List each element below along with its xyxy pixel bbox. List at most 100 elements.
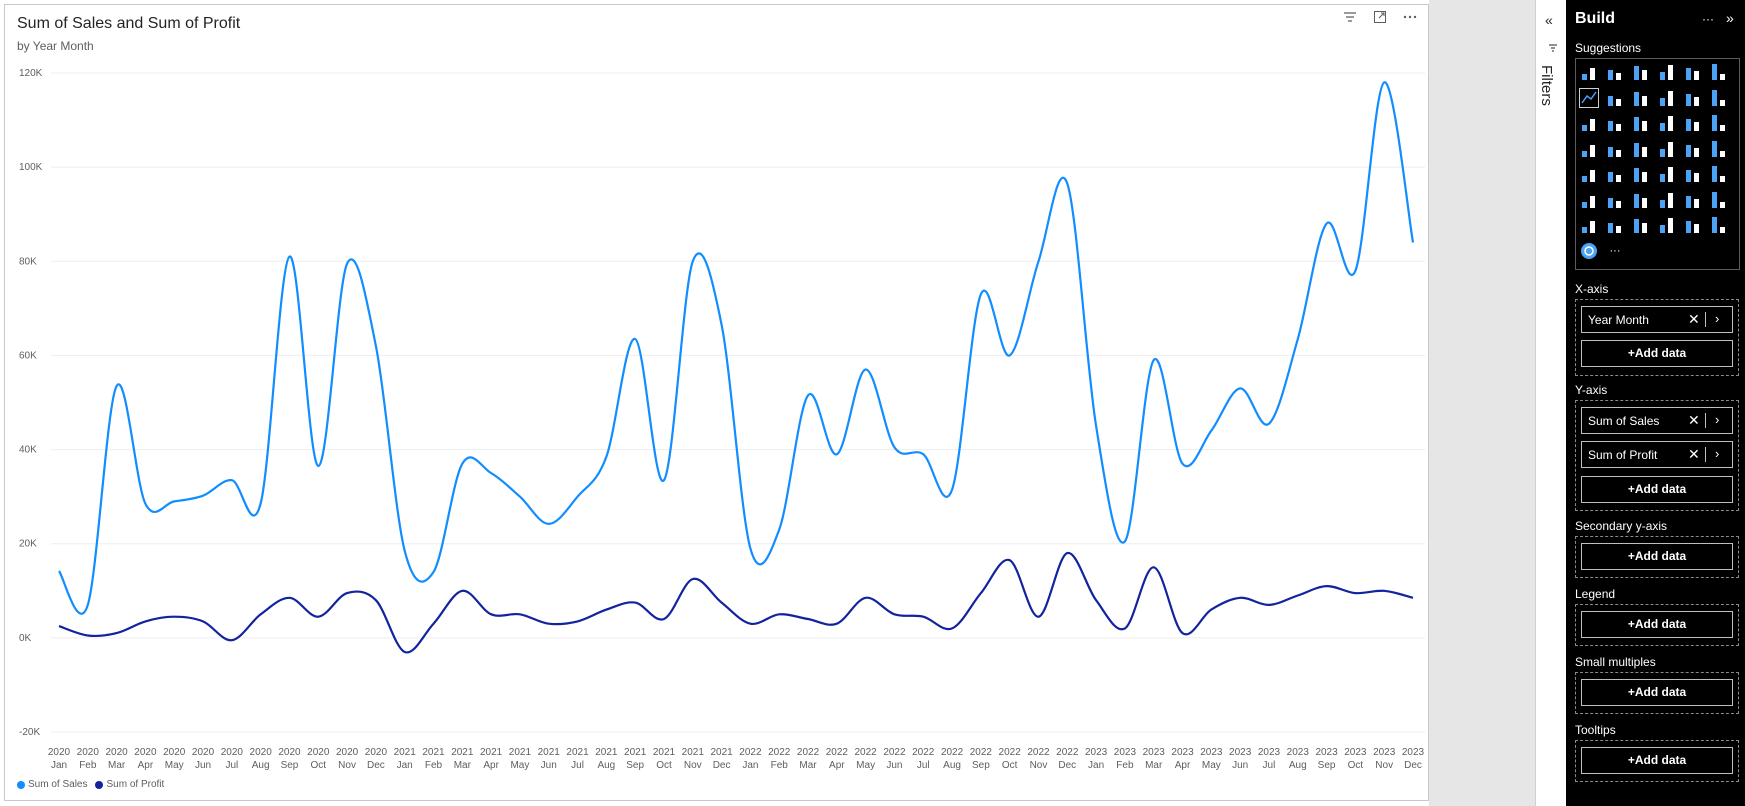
chevron-right-icon[interactable]: › — [1715, 311, 1720, 326]
line-stacked-column-icon[interactable] — [1683, 88, 1703, 108]
line-clustered-column-icon[interactable] — [1709, 88, 1729, 108]
x-tick-year: 2020 — [365, 747, 388, 758]
add-data-button-legend[interactable]: +Add data — [1581, 611, 1733, 638]
map-icon[interactable] — [1605, 139, 1625, 159]
remove-field-icon[interactable]: ✕ — [1688, 412, 1700, 428]
collapse-filters-icon[interactable]: « — [1545, 12, 1553, 28]
qa-icon[interactable] — [1605, 190, 1625, 210]
clustered-bar-icon[interactable] — [1631, 62, 1651, 82]
flow-icon[interactable] — [1709, 215, 1729, 235]
x-tick-year: 2021 — [682, 747, 705, 758]
slicer-icon[interactable] — [1579, 164, 1599, 184]
x-tick-month: Jun — [1232, 760, 1248, 771]
stacked-column-icon[interactable] — [1605, 62, 1625, 82]
area-chart-icon[interactable] — [1605, 88, 1625, 108]
stacked-area-icon[interactable] — [1631, 88, 1651, 108]
stacked-bar-icon[interactable] — [1579, 62, 1599, 82]
x-tick-year: 2021 — [710, 747, 733, 758]
remove-field-icon[interactable]: ✕ — [1688, 446, 1700, 462]
shape-map-icon[interactable] — [1631, 215, 1651, 235]
field-pill-sum-of-profit[interactable]: Sum of Profit ✕ › — [1581, 441, 1733, 468]
treemap-icon[interactable] — [1579, 139, 1599, 159]
x-tick-month: Apr — [483, 760, 499, 771]
x-tick-month: May — [1202, 760, 1221, 771]
x-tick-month: Aug — [597, 760, 615, 771]
add-data-button-y-axis[interactable]: +Add data — [1581, 476, 1733, 503]
build-pane: Build ··· » Suggestions ··· X-axis Year … — [1566, 0, 1745, 806]
x-tick-year: 2021 — [422, 747, 445, 758]
suggestions-label: Suggestions — [1575, 41, 1642, 55]
x-tick-month: Jul — [571, 760, 584, 771]
scatter-icon[interactable] — [1657, 113, 1677, 133]
add-data-button-tooltips[interactable]: +Add data — [1581, 747, 1733, 774]
remove-field-icon[interactable]: ✕ — [1688, 311, 1700, 327]
x-tick-year: 2020 — [192, 747, 215, 758]
waterfall-icon[interactable] — [1605, 113, 1625, 133]
more-options-icon[interactable] — [1402, 9, 1418, 25]
x-tick-year: 2023 — [1287, 747, 1310, 758]
narrative-icon[interactable] — [1631, 190, 1651, 210]
decomposition-tree-icon[interactable] — [1579, 190, 1599, 210]
100-stacked-bar-icon[interactable] — [1683, 62, 1703, 82]
line-chart-icon[interactable] — [1579, 87, 1599, 108]
build-more-icon[interactable]: ··· — [1702, 12, 1714, 26]
gauge-icon[interactable] — [1657, 139, 1677, 159]
power-automate-icon[interactable] — [1579, 215, 1599, 235]
y-tick-label: 60K — [19, 350, 37, 361]
ribbon-chart-icon[interactable] — [1579, 113, 1599, 133]
key-influencers-icon[interactable] — [1709, 164, 1729, 184]
x-tick-year: 2020 — [77, 747, 100, 758]
add-data-button-x-axis[interactable]: +Add data — [1581, 340, 1733, 367]
filters-pane-collapsed[interactable]: « Filters — [1535, 0, 1567, 806]
field-label: Sum of Sales — [1588, 414, 1660, 428]
arcgis-icon[interactable] — [1657, 215, 1677, 235]
build-title: Build — [1575, 10, 1615, 27]
x-tick-month: Jun — [541, 760, 557, 771]
field-label: Year Month — [1588, 313, 1649, 327]
clustered-column-icon[interactable] — [1657, 62, 1677, 82]
canvas-background — [1429, 0, 1535, 806]
x-tick-year: 2023 — [1085, 747, 1108, 758]
x-tick-year: 2022 — [1056, 747, 1079, 758]
x-tick-month: Feb — [425, 760, 443, 771]
pie-chart-icon[interactable] — [1683, 113, 1703, 133]
azure-map-icon[interactable] — [1605, 215, 1625, 235]
legend-item-profit[interactable]: Sum of Profit — [95, 779, 164, 790]
100-stacked-area-icon[interactable] — [1657, 88, 1677, 108]
powerapps-alt-icon[interactable] — [1683, 215, 1703, 235]
chevron-right-icon[interactable]: › — [1715, 446, 1720, 461]
r-script-icon[interactable] — [1657, 164, 1677, 184]
table-icon[interactable] — [1605, 164, 1625, 184]
x-tick-month: Jan — [1088, 760, 1104, 771]
expand-pane-icon[interactable]: » — [1726, 10, 1734, 26]
field-pill-year-month[interactable]: Year Month ✕ › — [1581, 306, 1733, 333]
focus-mode-icon[interactable] — [1372, 9, 1388, 25]
chevron-right-icon[interactable]: › — [1715, 412, 1720, 427]
card-icon[interactable] — [1683, 139, 1703, 159]
add-data-button-small-multiples[interactable]: +Add data — [1581, 679, 1733, 706]
100-stacked-column-icon[interactable] — [1709, 62, 1729, 82]
more-visuals-icon[interactable]: ··· — [1609, 244, 1621, 257]
legend-well: +Add data — [1575, 604, 1739, 646]
x-tick-year: 2021 — [595, 747, 618, 758]
qna-bubble-icon[interactable] — [1579, 241, 1599, 261]
field-pill-sum-of-sales[interactable]: Sum of Sales ✕ › — [1581, 407, 1733, 434]
python-icon[interactable] — [1683, 164, 1703, 184]
filters-label[interactable]: Filters — [1538, 65, 1555, 106]
donut-chart-icon[interactable] — [1709, 113, 1729, 133]
x-tick-month: Oct — [1348, 760, 1364, 771]
paginated-report-icon[interactable] — [1657, 190, 1677, 210]
matrix-icon[interactable] — [1631, 164, 1651, 184]
power-apps-icon[interactable] — [1709, 190, 1729, 210]
metrics-icon[interactable] — [1683, 190, 1703, 210]
add-data-button-secondary-y[interactable]: +Add data — [1581, 543, 1733, 570]
line-chart-visual[interactable]: -20K 0K 20K 40K 60K 80K 100K 120K 2020 Jan 2020 Feb… — [4, 4, 1429, 801]
x-tick-year: 2023 — [1200, 747, 1223, 758]
kpi-icon[interactable] — [1709, 139, 1729, 159]
x-tick-month: Nov — [338, 760, 356, 771]
legend-item-sales[interactable]: Sum of Sales — [17, 779, 87, 790]
funnel-icon[interactable] — [1631, 113, 1651, 133]
filter-icon[interactable] — [1342, 9, 1358, 25]
visual-header-icons — [1342, 9, 1418, 25]
filled-map-icon[interactable] — [1631, 139, 1651, 159]
